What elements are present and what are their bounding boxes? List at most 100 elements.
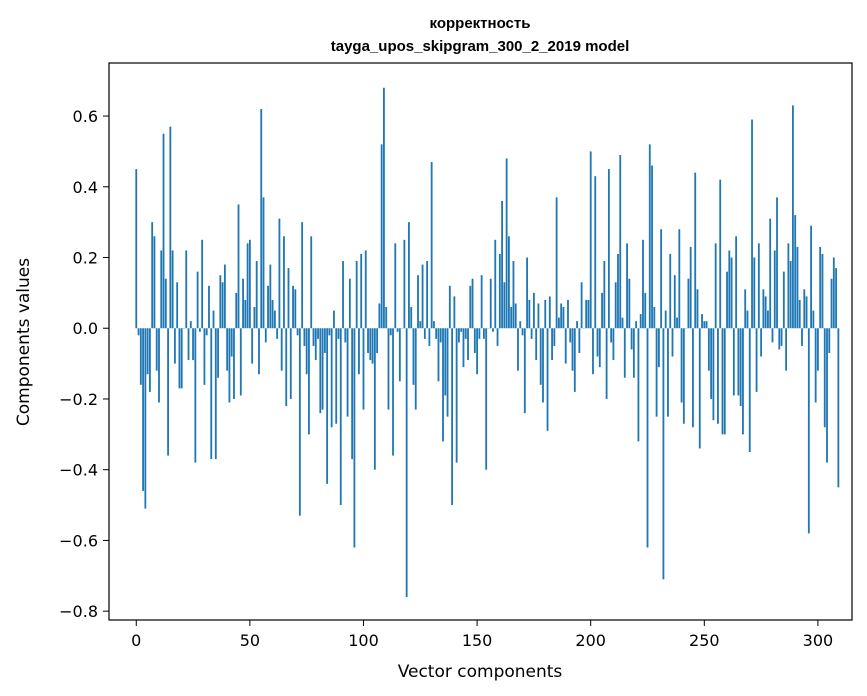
bar [303, 328, 306, 346]
bar [458, 328, 460, 343]
bar [542, 328, 544, 403]
bar [501, 200, 503, 329]
bar [192, 328, 194, 361]
bar [657, 328, 660, 368]
bar [746, 310, 749, 329]
bar [355, 261, 358, 329]
bar [160, 250, 163, 329]
x-tick-label: 50 [240, 631, 260, 650]
bar [321, 328, 324, 410]
bar [553, 328, 556, 346]
bar [260, 108, 263, 329]
bar [751, 119, 753, 329]
bar [569, 328, 572, 343]
bar [471, 278, 474, 329]
bar [244, 299, 247, 329]
bar [698, 328, 701, 449]
bar [389, 328, 392, 336]
bar [387, 328, 390, 410]
bar [230, 328, 233, 357]
bar [671, 328, 674, 357]
bar [728, 250, 731, 329]
bar [689, 246, 692, 329]
bar [333, 310, 335, 329]
bar [742, 328, 744, 435]
bar [769, 218, 772, 329]
chart-title: корректность [430, 15, 531, 32]
bar [635, 321, 638, 329]
bar [201, 239, 204, 329]
bar [178, 328, 181, 389]
bar [194, 328, 197, 463]
bar [237, 204, 240, 329]
bar [519, 321, 522, 329]
bar [701, 314, 703, 329]
bar [176, 282, 179, 329]
bar [414, 328, 417, 410]
bar [819, 246, 822, 329]
bar [358, 328, 360, 375]
bar [223, 264, 226, 329]
bar [398, 328, 401, 382]
bar [446, 328, 449, 417]
bar [323, 328, 326, 353]
bar [798, 299, 801, 329]
bar [578, 328, 581, 353]
bar [328, 328, 331, 336]
x-axis-ticks: 0 50 100 150 200 250 300 [131, 620, 833, 650]
x-axis-label: Vector components [398, 662, 563, 682]
bar [719, 179, 722, 329]
x-tick-label: 300 [803, 631, 834, 650]
bar [262, 197, 265, 329]
y-tick-label: −0.2 [59, 390, 98, 409]
bar [460, 328, 463, 332]
bar [360, 253, 363, 329]
bar [251, 328, 254, 364]
bar [137, 328, 140, 336]
bar [214, 328, 217, 460]
bar [410, 307, 413, 329]
bar [803, 289, 806, 329]
bar [546, 328, 549, 431]
bar [312, 328, 315, 346]
bar [485, 328, 488, 470]
bar [492, 328, 494, 332]
bar [144, 328, 147, 509]
bar [632, 328, 635, 378]
bar [680, 328, 683, 403]
bar [148, 328, 151, 392]
x-tick-label: 150 [462, 631, 493, 650]
bar [623, 328, 626, 378]
bar [430, 162, 433, 329]
bar [512, 261, 515, 329]
bar [678, 229, 681, 329]
bar [396, 328, 399, 332]
bar [810, 225, 813, 329]
x-tick-label: 0 [131, 631, 141, 650]
bar [557, 317, 560, 329]
bar [212, 310, 215, 329]
bar [571, 328, 574, 371]
bar [362, 328, 365, 410]
bar [653, 307, 656, 329]
bar [585, 299, 588, 329]
bar [667, 328, 669, 417]
bar [423, 328, 426, 339]
bar [164, 278, 167, 329]
bar [673, 275, 676, 329]
bar [317, 328, 319, 339]
bar [646, 328, 649, 548]
bar [442, 328, 444, 442]
bar [567, 299, 569, 329]
bar [169, 126, 172, 329]
bar [305, 328, 308, 375]
bar [817, 328, 819, 371]
bar [383, 87, 385, 329]
bar [764, 296, 767, 329]
bar [330, 328, 333, 428]
y-axis-label: Components values [14, 258, 34, 426]
bar [823, 328, 826, 428]
bar [464, 328, 467, 339]
bar [292, 285, 294, 329]
